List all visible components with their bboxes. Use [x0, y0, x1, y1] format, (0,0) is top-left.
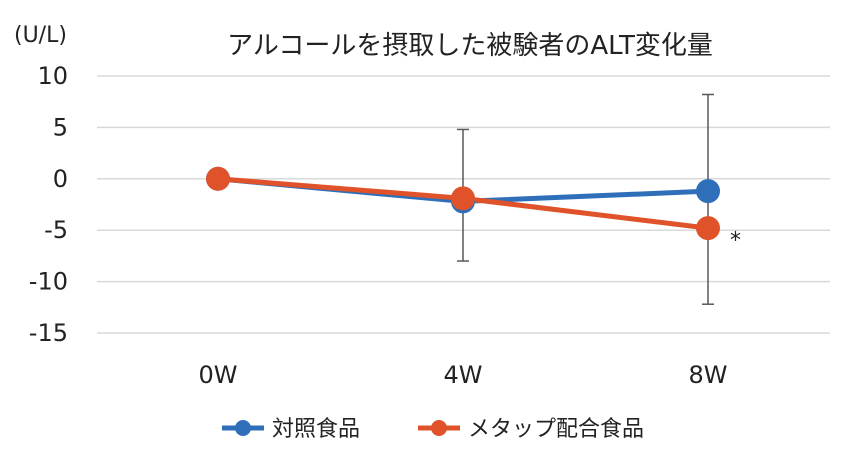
legend-swatch-marker	[431, 420, 447, 436]
chart-title: アルコールを摂取した被験者のALT変化量	[227, 31, 713, 61]
x-tick-label: 8W	[689, 361, 728, 389]
annotations: *	[730, 228, 741, 253]
y-tick-label: 5	[53, 113, 68, 141]
y-tick-label: -15	[29, 319, 68, 347]
x-axis-ticks: 0W 4W 8W	[199, 361, 728, 389]
y-tick-label: -10	[29, 268, 68, 296]
legend-label: 対照食品	[272, 417, 360, 442]
legend-label: メタップ配合食品	[468, 417, 644, 442]
unit-label: (U/L)	[14, 23, 67, 48]
significance-marker: *	[730, 228, 741, 253]
data-point	[451, 186, 475, 211]
y-tick-label: 10	[37, 62, 68, 90]
data-point	[696, 179, 720, 204]
x-tick-label: 4W	[444, 361, 483, 389]
legend-swatch-marker	[235, 420, 251, 436]
y-tick-label: 0	[53, 165, 68, 193]
y-tick-label: -5	[44, 216, 68, 244]
data-point	[206, 166, 230, 191]
y-axis-ticks: 10 5 0 -5 -10 -15	[29, 62, 68, 347]
legend: 対照食品 メタップ配合食品	[222, 417, 644, 442]
series-lines	[206, 166, 720, 241]
data-point	[696, 216, 720, 241]
x-tick-label: 0W	[199, 361, 238, 389]
